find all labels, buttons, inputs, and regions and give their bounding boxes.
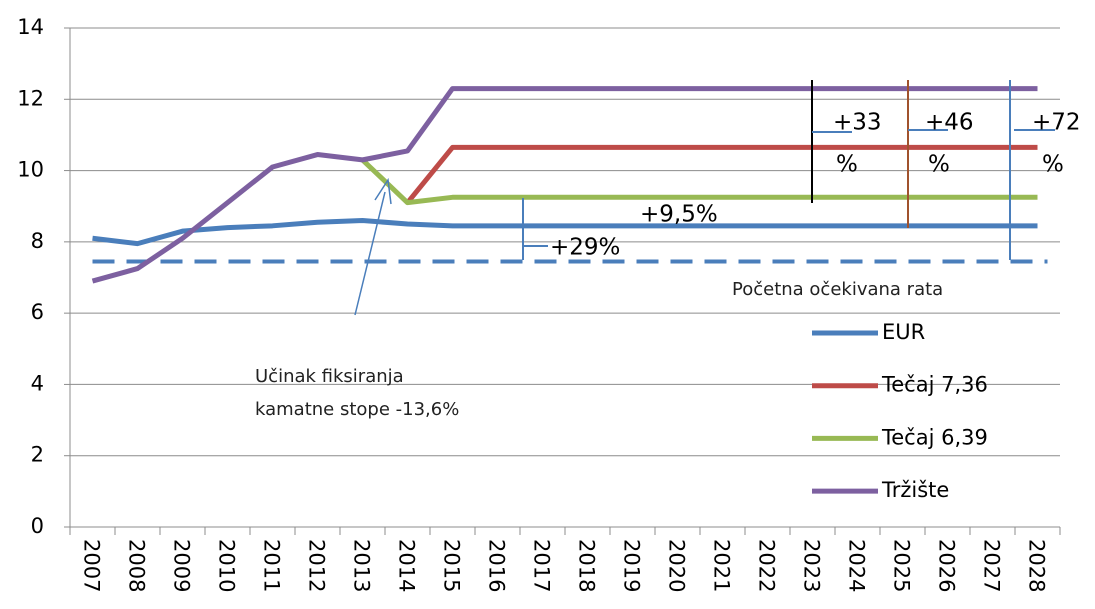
x-tick-label: 2021 [710, 539, 734, 592]
x-tick-label: 2026 [935, 539, 959, 592]
bracket-lines [354, 80, 1055, 316]
y-tick-label: 8 [31, 229, 44, 253]
annotation: Učinak fiksiranja [255, 366, 404, 387]
annotation: +29% [550, 235, 620, 261]
y-tick-label: 12 [17, 86, 44, 110]
x-tick-label: 2007 [80, 539, 104, 592]
x-tick-label: 2017 [530, 539, 554, 592]
legend-label: Tečaj 7,36 [881, 373, 988, 397]
annotation: kamatne stope -13,6% [255, 399, 459, 420]
x-tick-label: 2020 [665, 539, 689, 592]
x-tick-label: 2028 [1025, 539, 1049, 592]
plot: 0 2 4 6 8 10 12 14 2007 2008 2009 2010 2011 2012 2013 2… [17, 15, 1061, 592]
x-tick-label: 2027 [980, 539, 1004, 592]
x-tick-label: 2014 [395, 539, 419, 592]
series-line [360, 158, 1038, 206]
x-tick-label: 2013 [350, 539, 374, 592]
x-tick-label: 2023 [800, 539, 824, 592]
y-tick-label: 2 [31, 443, 44, 467]
annotation: +33 [833, 110, 882, 136]
y-tick-label: 14 [17, 15, 44, 39]
arrow [354, 191, 386, 316]
x-tick-label: 2010 [215, 539, 239, 592]
x-tick-label: 2015 [440, 539, 464, 592]
x-tick-label: 2025 [890, 539, 914, 592]
y-tick-label: 0 [31, 514, 44, 538]
x-tick-label: 2018 [575, 539, 599, 592]
x-tick-label: 2022 [755, 539, 779, 592]
x-tick-label: 2009 [170, 539, 194, 592]
annotation: +72 [1032, 110, 1081, 136]
y-tick-label: 10 [17, 158, 44, 182]
legend-label: EUR [882, 320, 925, 344]
y-tick-label: 4 [31, 371, 44, 395]
annotation: % [836, 152, 858, 178]
x-tick-label: 2016 [485, 539, 509, 592]
reference-label: Početna očekivana rata [732, 279, 943, 300]
x-tick-label: 2008 [125, 539, 149, 592]
series-line [91, 86, 1038, 284]
y-tick-label: 6 [31, 300, 44, 324]
legend-label: Tržište [881, 478, 949, 502]
arrow-head [374, 177, 392, 205]
annotation: % [928, 152, 950, 178]
annotation: % [1042, 152, 1064, 178]
annotation: +46 [925, 110, 974, 136]
annotation: +9,5% [640, 202, 718, 228]
x-tick-label: 2019 [620, 539, 644, 592]
series-line [92, 217, 1038, 247]
series-line [405, 144, 1038, 205]
x-tick-label: 2011 [260, 539, 284, 592]
x-tick-label: 2024 [845, 539, 869, 592]
legend-label: Tečaj 6,39 [881, 425, 988, 449]
x-tick-label: 2012 [305, 539, 329, 592]
